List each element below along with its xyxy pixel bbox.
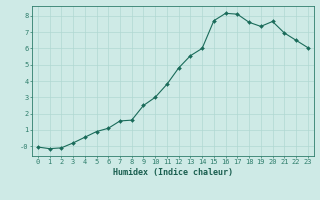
X-axis label: Humidex (Indice chaleur): Humidex (Indice chaleur) bbox=[113, 168, 233, 177]
